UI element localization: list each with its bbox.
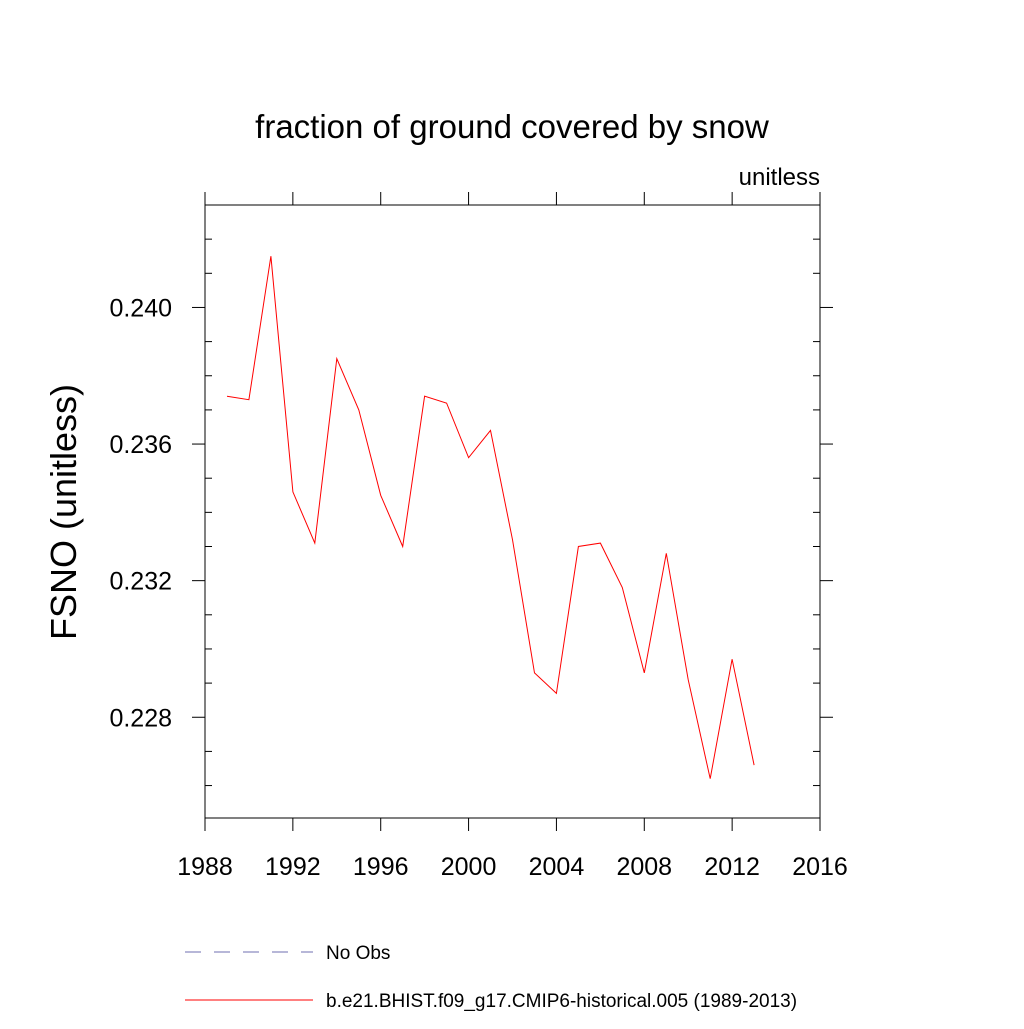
x-tick-label: 1988	[177, 853, 233, 881]
x-tick-label: 1992	[265, 853, 321, 881]
x-tick-label: 2000	[441, 853, 497, 881]
x-tick-label: 2016	[792, 853, 848, 881]
y-tick-label: 0.236	[109, 431, 172, 459]
units-label: unitless	[739, 164, 820, 191]
series-layer	[226, 256, 755, 779]
x-tick-label: 2012	[704, 853, 760, 881]
chart-title: fraction of ground covered by snow	[255, 108, 769, 145]
axis-ticks: 1988 1992 1996 2000 2004 2008 2012 2016 0.228 0.2…	[109, 192, 848, 881]
plot-frame	[204, 204, 821, 819]
y-axis-label: FSNO (unitless)	[43, 384, 84, 640]
legend-label: No Obs	[326, 943, 390, 964]
y-tick-label: 0.232	[109, 568, 172, 596]
legend: No Obs b.e21.BHIST.f09_g17.CMIP6-historic…	[185, 943, 797, 1012]
y-tick-label: 0.240	[109, 294, 172, 322]
x-tick-label: 2008	[616, 853, 672, 881]
y-tick-label: 0.228	[109, 704, 172, 732]
legend-label: b.e21.BHIST.f09_g17.CMIP6-historical.005…	[326, 991, 797, 1012]
series-line	[226, 256, 755, 779]
x-tick-label: 2004	[529, 853, 585, 881]
x-tick-label: 1996	[353, 853, 409, 881]
